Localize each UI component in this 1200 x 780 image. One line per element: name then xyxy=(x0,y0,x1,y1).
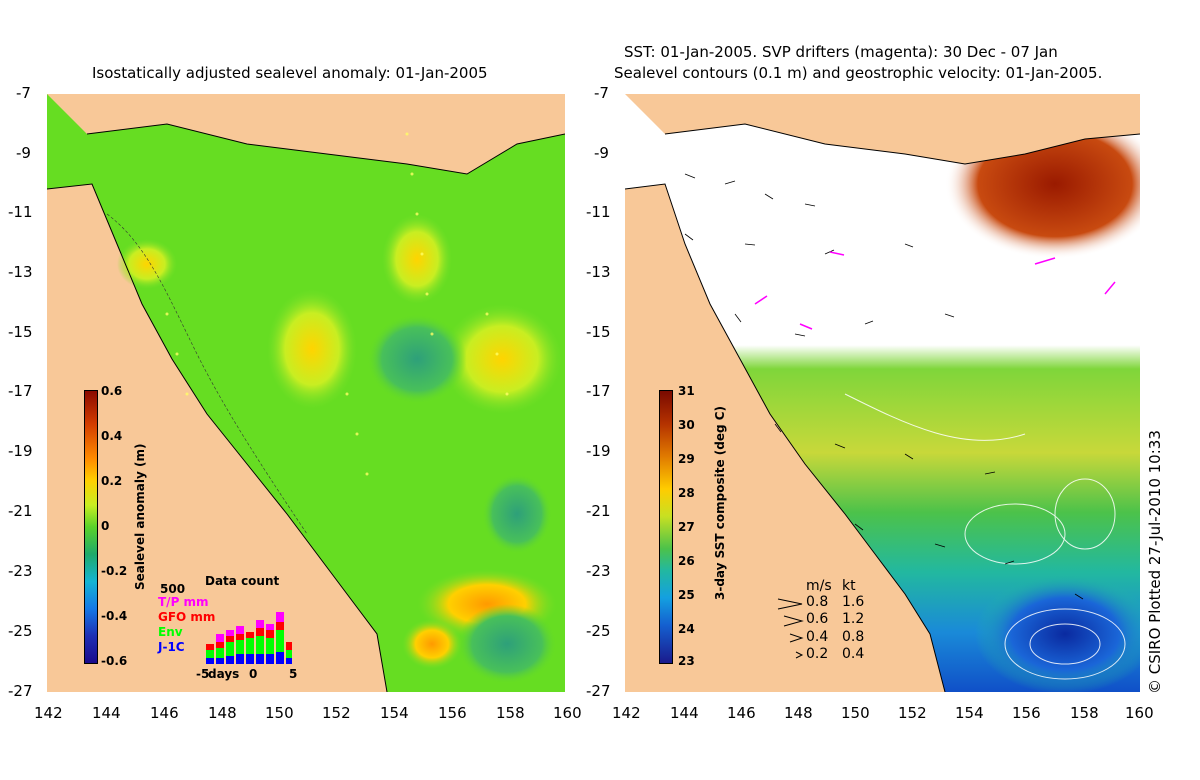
left-cb-tick-4: -0.2 xyxy=(101,564,128,578)
right-y-tick-6: -19 xyxy=(586,442,611,460)
right-map-title-line1: SST: 01-Jan-2005. SVP drifters (magenta)… xyxy=(624,43,1058,61)
legend-env: Env xyxy=(158,625,183,639)
left-x-tick-4: 150 xyxy=(265,704,294,722)
left-y-tick-10: -27 xyxy=(8,682,33,700)
right-x-tick-8: 158 xyxy=(1070,704,1099,722)
velocity-legend-ms-3: 0.2 xyxy=(806,646,829,662)
legend-j1c: J-1C xyxy=(158,640,185,654)
right-x-tick-7: 156 xyxy=(1012,704,1041,722)
right-y-tick-5: -17 xyxy=(586,382,611,400)
right-y-tick-0: -7 xyxy=(594,84,609,102)
left-x-tick-1: 144 xyxy=(92,704,121,722)
data-count-x-label: days xyxy=(208,667,240,681)
right-cb-tick-0: 31 xyxy=(678,384,695,398)
left-x-tick-5: 152 xyxy=(322,704,351,722)
right-y-tick-7: -21 xyxy=(586,502,611,520)
velocity-legend-kt-3: 0.4 xyxy=(842,646,865,662)
right-colorbar xyxy=(659,390,673,664)
right-x-tick-3: 148 xyxy=(784,704,813,722)
velocity-arrows xyxy=(684,173,1084,600)
right-y-tick-1: -9 xyxy=(594,144,609,162)
right-y-tick-9: -25 xyxy=(586,622,611,640)
right-cb-tick-3: 28 xyxy=(678,486,695,500)
left-x-tick-9: 160 xyxy=(553,704,582,722)
right-map[interactable] xyxy=(625,94,1140,692)
right-x-tick-4: 150 xyxy=(841,704,870,722)
velocity-legend-kt-1: 1.2 xyxy=(842,611,865,627)
legend-gfo: GFO mm xyxy=(158,610,216,624)
right-x-tick-5: 152 xyxy=(898,704,927,722)
right-cb-tick-7: 24 xyxy=(678,622,695,636)
left-x-tick-0: 142 xyxy=(34,704,63,722)
left-y-tick-5: -17 xyxy=(8,382,33,400)
left-y-tick-7: -21 xyxy=(8,502,33,520)
data-count-title: Data count xyxy=(205,574,280,588)
right-y-tick-3: -13 xyxy=(586,263,611,281)
left-y-tick-4: -15 xyxy=(8,323,33,341)
right-y-tick-2: -11 xyxy=(586,203,611,221)
left-x-tick-2: 146 xyxy=(150,704,179,722)
left-y-tick-8: -23 xyxy=(8,562,33,580)
velocity-legend-kt-2: 0.8 xyxy=(842,629,865,645)
right-cb-tick-8: 23 xyxy=(678,654,695,668)
copyright-label: © CSIRO Plotted 27-Jul-2010 10:33 xyxy=(1146,430,1164,694)
left-x-tick-3: 148 xyxy=(208,704,237,722)
right-map-title-line2: Sealevel contours (0.1 m) and geostrophi… xyxy=(614,64,1103,82)
velocity-legend-kt-0: 1.6 xyxy=(842,594,865,610)
right-y-tick-8: -23 xyxy=(586,562,611,580)
velocity-legend-ms-header: m/s xyxy=(806,578,832,594)
data-count-bars xyxy=(206,612,292,664)
left-y-tick-2: -11 xyxy=(8,203,33,221)
left-cb-tick-1: 0.4 xyxy=(101,429,123,443)
left-x-tick-6: 154 xyxy=(380,704,409,722)
data-count-chart xyxy=(204,608,292,664)
right-cb-tick-5: 26 xyxy=(678,554,695,568)
left-cb-tick-3: 0 xyxy=(101,519,110,533)
left-colorbar xyxy=(84,390,98,664)
left-colorbar-label: Sealevel anomaly (m) xyxy=(133,443,147,590)
velocity-legend-ms-2: 0.4 xyxy=(806,629,829,645)
left-cb-tick-6: -0.6 xyxy=(101,654,128,668)
left-x-tick-8: 158 xyxy=(496,704,525,722)
right-cb-tick-2: 29 xyxy=(678,452,695,466)
left-y-tick-6: -19 xyxy=(8,442,33,460)
right-cb-tick-6: 25 xyxy=(678,588,695,602)
left-y-tick-9: -25 xyxy=(8,622,33,640)
right-colorbar-label: 3-day SST composite (deg C) xyxy=(713,405,727,600)
velocity-legend-ms-1: 0.6 xyxy=(806,611,829,627)
right-x-tick-1: 144 xyxy=(670,704,699,722)
data-count-x-tick-0: -5 xyxy=(196,667,210,681)
altimeter-track-dots xyxy=(165,132,509,476)
velocity-legend-kt-header: kt xyxy=(842,578,856,594)
left-map-title: Isostatically adjusted sealevel anomaly:… xyxy=(92,64,488,82)
right-x-tick-9: 160 xyxy=(1125,704,1154,722)
left-cb-tick-0: 0.6 xyxy=(101,384,123,398)
data-count-scale: 500 xyxy=(160,582,186,596)
right-y-tick-4: -15 xyxy=(586,323,611,341)
right-x-tick-6: 154 xyxy=(955,704,984,722)
velocity-legend-ms-0: 0.8 xyxy=(806,594,829,610)
sealevel-contours xyxy=(844,393,1126,680)
left-y-tick-0: -7 xyxy=(16,84,31,102)
legend-tp: T/P mm xyxy=(158,595,209,609)
right-x-tick-2: 146 xyxy=(727,704,756,722)
left-y-tick-3: -13 xyxy=(8,263,33,281)
left-cb-tick-2: 0.2 xyxy=(101,474,123,488)
right-cb-tick-4: 27 xyxy=(678,520,695,534)
svp-drifters xyxy=(754,251,1116,330)
left-map[interactable] xyxy=(47,94,565,692)
right-cb-tick-1: 30 xyxy=(678,418,695,432)
right-y-tick-10: -27 xyxy=(586,682,611,700)
data-count-x-tick-1: 0 xyxy=(249,667,258,681)
left-y-tick-1: -9 xyxy=(16,144,31,162)
left-x-tick-7: 156 xyxy=(438,704,467,722)
data-count-x-tick-2: 5 xyxy=(289,667,298,681)
right-x-tick-0: 142 xyxy=(612,704,641,722)
velocity-legend-arrows xyxy=(777,598,804,659)
left-cb-tick-5: -0.4 xyxy=(101,609,128,623)
